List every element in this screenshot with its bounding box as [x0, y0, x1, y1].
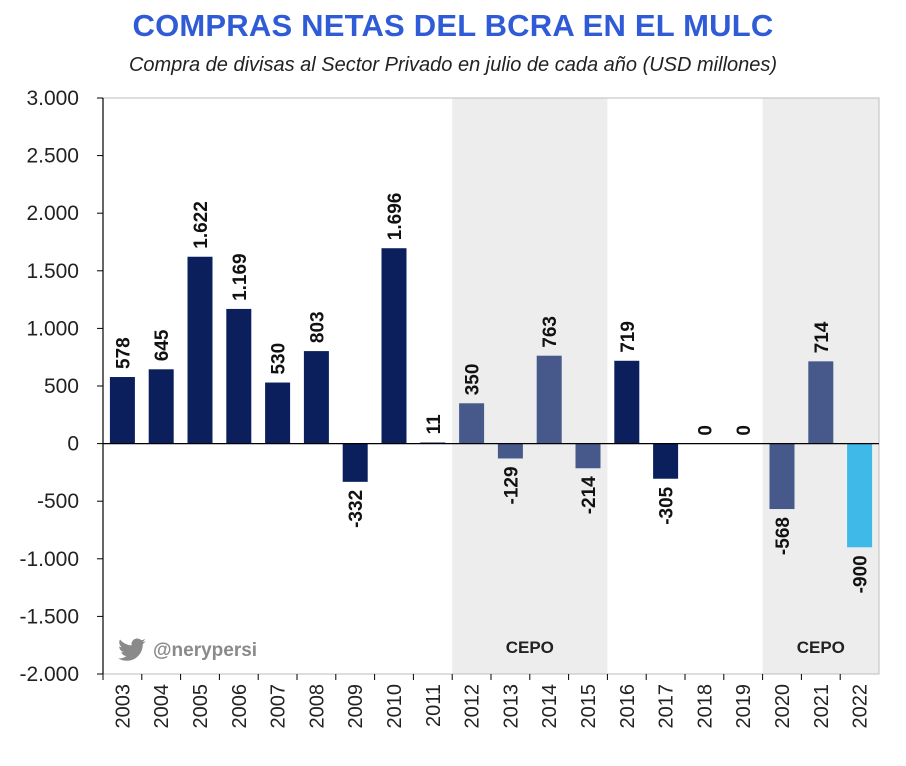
- data-label-2004: 645: [152, 329, 173, 361]
- y-tick-label: 2.500: [26, 145, 79, 168]
- bar-2017: [653, 443, 679, 479]
- x-tick-label-2010: 2010: [384, 684, 406, 729]
- data-label-2007: 530: [269, 343, 290, 375]
- x-tick-label-2004: 2004: [151, 684, 173, 729]
- data-label-2015: -214: [579, 476, 600, 514]
- y-tick-label: 3.000: [26, 87, 79, 110]
- bar-2012: [459, 403, 485, 444]
- data-label-2013: -129: [501, 466, 522, 504]
- bars: [109, 248, 873, 548]
- data-label-2006: 1.169: [230, 253, 251, 301]
- y-axis: 3.000 2.500 2.000 1.500 1.000 500 0 -500 -1.000 -…: [19, 87, 104, 686]
- chart-subtitle: Compra de divisas al Sector Privado en j…: [128, 54, 778, 76]
- data-label-2010: 1.696: [385, 193, 406, 241]
- y-tick-label: 2.000: [26, 202, 79, 225]
- shaded-periods: CEPO CEPO: [452, 98, 879, 674]
- bar-2005: [187, 256, 213, 444]
- y-tick-label: -2.000: [19, 663, 79, 686]
- shaded-period-label: CEPO: [797, 638, 845, 657]
- x-tick-label-2008: 2008: [306, 684, 328, 729]
- bar-2007: [265, 382, 291, 444]
- y-tick-label: 1.000: [26, 317, 79, 340]
- data-label-2014: 763: [540, 316, 561, 348]
- x-tick-label-2017: 2017: [656, 684, 678, 729]
- x-tick-label-2019: 2019: [733, 684, 755, 729]
- y-tick-label: -1.000: [19, 548, 79, 571]
- bar-2014: [536, 355, 562, 444]
- x-tick-label-2005: 2005: [190, 684, 212, 729]
- data-label-2022: -900: [851, 555, 872, 593]
- x-tick-label-2003: 2003: [112, 684, 134, 729]
- x-tick-label-2015: 2015: [578, 684, 600, 729]
- data-label-2005: 1.622: [191, 201, 212, 249]
- bar-2015: [575, 443, 601, 469]
- x-tick-label-2018: 2018: [694, 684, 716, 729]
- shaded-period-1: [452, 98, 608, 674]
- x-tick-label-2007: 2007: [268, 684, 290, 729]
- data-label-2011: 11: [424, 414, 445, 435]
- data-label-2003: 578: [113, 337, 134, 369]
- chart-title: COMPRAS NETAS DEL BCRA EN EL MULC: [132, 8, 774, 43]
- x-axis: 2003 2004 2005 2006 2007 2008 2009 2010 2011 2012…: [102, 674, 872, 729]
- bar-2010: [381, 248, 407, 444]
- data-label-2020: -568: [773, 517, 794, 555]
- x-tick-label-2021: 2021: [811, 684, 833, 729]
- x-tick-label-2022: 2022: [850, 684, 872, 729]
- x-tick-label-2009: 2009: [345, 684, 367, 729]
- x-tick-label-2016: 2016: [617, 684, 639, 729]
- y-tick-label: -500: [37, 490, 79, 513]
- y-tick-label: -1.500: [19, 605, 79, 628]
- data-label-2017: -305: [657, 486, 678, 524]
- watermark: @nerypersi: [118, 638, 257, 661]
- x-tick-label-2020: 2020: [772, 684, 794, 729]
- y-tick-label: 1.500: [26, 260, 79, 283]
- twitter-bird-icon: [118, 638, 146, 661]
- x-tick-label-2011: 2011: [423, 684, 445, 727]
- x-tick-label-2006: 2006: [229, 684, 251, 729]
- x-tick-label-2012: 2012: [462, 684, 484, 729]
- bar-2021: [808, 361, 834, 444]
- x-tick-label-2013: 2013: [500, 684, 522, 729]
- data-label-2008: 803: [307, 311, 328, 343]
- bar-2006: [226, 308, 252, 444]
- bar-2013: [497, 443, 523, 459]
- watermark-handle: @nerypersi: [153, 640, 257, 661]
- bar-2003: [109, 377, 135, 444]
- bar-2020: [769, 443, 795, 510]
- bar-2004: [148, 369, 174, 444]
- data-label-2012: 350: [463, 364, 484, 396]
- bar-2009: [342, 443, 368, 482]
- data-label-2021: 714: [812, 321, 833, 353]
- data-label-2019: 0: [734, 425, 755, 436]
- data-label-2018: 0: [695, 425, 716, 436]
- x-tick-label-2014: 2014: [539, 684, 561, 729]
- y-tick-label: 500: [44, 375, 79, 398]
- data-label-2016: 719: [618, 321, 639, 353]
- y-tick-label: 0: [67, 433, 79, 456]
- data-labels: 578 645 1.622 1.169 530 803 -332 1.696 11 350 -129…: [113, 193, 871, 594]
- bar-2008: [303, 351, 329, 444]
- bar-2016: [614, 360, 640, 444]
- shaded-period-label: CEPO: [506, 638, 554, 657]
- bar-2022: [847, 443, 873, 548]
- data-label-2009: -332: [346, 490, 367, 528]
